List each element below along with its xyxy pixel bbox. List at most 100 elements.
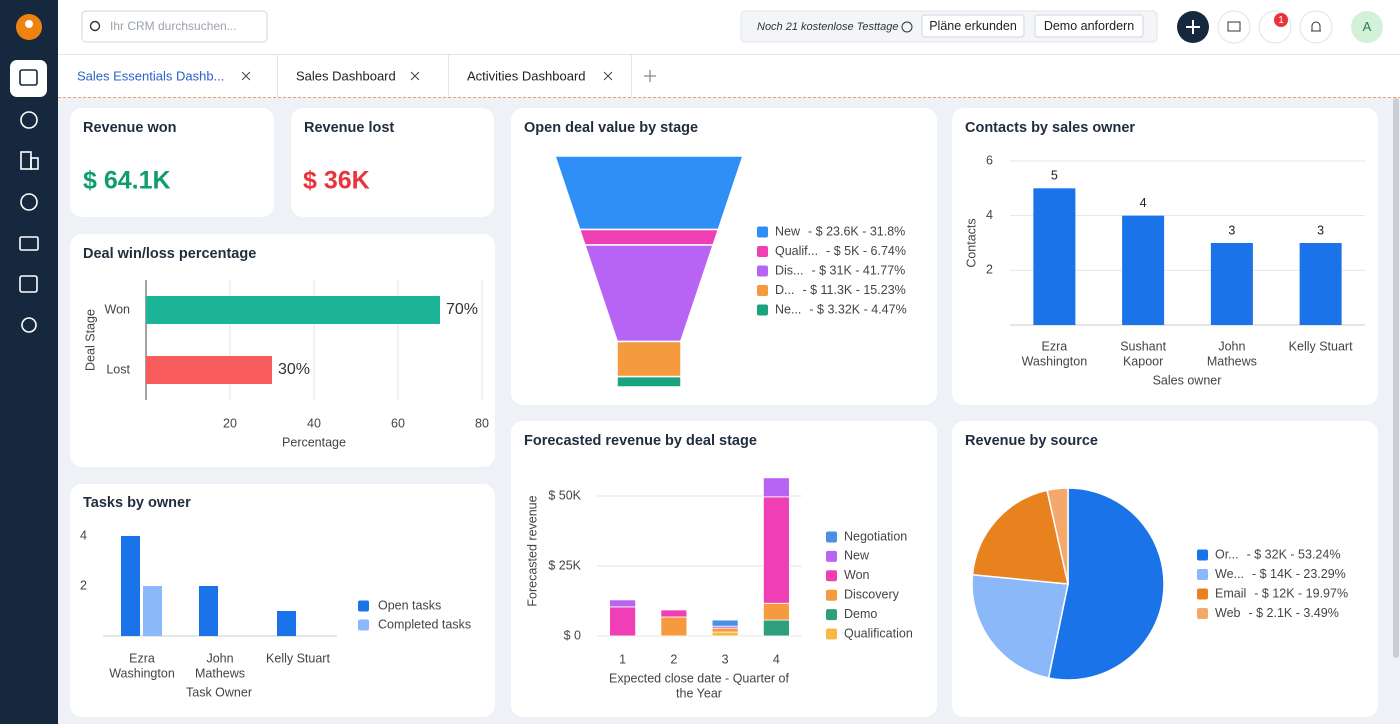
legend-value: - $ 32K - 53.24% <box>1247 547 1341 561</box>
bar-segment <box>609 599 637 608</box>
legend-label: Web <box>1215 606 1241 620</box>
icon-settings[interactable] <box>21 317 37 333</box>
legend-swatch <box>757 265 768 277</box>
data-label: 30% <box>278 361 310 378</box>
icon-dashboard <box>19 69 38 86</box>
legend-swatch <box>358 600 369 612</box>
x-tick-label: the Year <box>676 686 722 700</box>
trial-text: Noch 21 kostenlose Testtage <box>757 21 898 33</box>
tab-label[interactable]: Sales Dashboard <box>296 68 396 83</box>
tab-close[interactable] <box>410 71 420 81</box>
mail-icon <box>1227 21 1241 32</box>
funnel-segment <box>616 375 682 388</box>
pie-slice <box>971 489 1069 585</box>
legend-swatch <box>826 589 837 601</box>
legend-label: Qualif... <box>775 244 818 258</box>
y-axis-label: Forecasted revenue <box>525 495 539 606</box>
nav-dashboard-active[interactable] <box>10 60 47 97</box>
kpi-title: Revenue lost <box>304 120 394 136</box>
chart-title: Deal win/loss percentage <box>83 246 256 262</box>
x-tick-label: 1 <box>619 652 626 666</box>
x-tick-label: Washington <box>109 666 175 680</box>
legend-label: Demo <box>844 607 877 621</box>
search-box[interactable] <box>81 10 268 43</box>
sidebar <box>0 0 58 724</box>
demo-button[interactable] <box>1034 14 1144 38</box>
demo-button-label: Demo anfordern <box>1044 19 1134 33</box>
bar <box>1210 243 1253 325</box>
legend-swatch <box>1197 608 1208 619</box>
legend-swatch <box>826 531 837 543</box>
x-tick-label: 2 <box>670 652 677 666</box>
scrollbar[interactable] <box>1393 98 1399 658</box>
tab-close[interactable] <box>603 71 613 81</box>
legend-label: We... <box>1215 567 1244 581</box>
avatar[interactable] <box>1351 11 1383 43</box>
icon-mail[interactable] <box>19 236 39 251</box>
add-tab[interactable] <box>644 70 656 82</box>
x-tick-label: Expected close date - Quarter of <box>609 671 789 685</box>
card <box>291 108 494 217</box>
data-label: 5 <box>1051 169 1058 183</box>
tab-label[interactable]: Activities Dashboard <box>467 68 586 83</box>
icon-reports[interactable] <box>19 275 38 293</box>
y-tick-label: 2 <box>986 263 993 277</box>
x-tick-label: 4 <box>773 652 780 666</box>
legend-swatch <box>1197 549 1208 561</box>
pie-slice <box>1047 487 1165 681</box>
y-tick-label: 4 <box>80 528 87 542</box>
data-label: 4 <box>1140 196 1147 210</box>
y-axis-label: Contacts <box>964 218 978 267</box>
card <box>70 108 274 217</box>
x-tick-label: Ezra <box>129 651 155 665</box>
bell-button[interactable] <box>1299 10 1333 44</box>
legend-value: - $ 14K - 23.29% <box>1252 567 1346 581</box>
legend-swatch <box>1197 569 1208 580</box>
bar <box>277 611 296 636</box>
pie-slice <box>1046 487 1069 585</box>
legend-swatch <box>757 246 768 257</box>
legend-swatch <box>826 609 837 621</box>
x-tick-label: 60 <box>391 416 405 430</box>
y-axis-label: Deal Stage <box>83 309 97 371</box>
x-tick-label: 20 <box>223 416 237 430</box>
tab-close[interactable] <box>241 71 251 81</box>
bar-segment <box>660 616 688 637</box>
legend-label: Open tasks <box>378 598 441 612</box>
legend-value: - $ 2.1K - 3.49% <box>1248 606 1338 620</box>
funnel-segment <box>616 340 682 378</box>
bar <box>146 296 440 324</box>
legend-value: - $ 31K - 41.77% <box>811 263 905 277</box>
search-icon <box>89 20 101 32</box>
icon-deals[interactable] <box>20 193 38 211</box>
data-label: 70% <box>446 301 478 318</box>
legend-value: - $ 3.32K - 4.47% <box>809 302 906 316</box>
chart-title: Contacts by sales owner <box>965 120 1135 136</box>
legend-label: New <box>775 224 801 238</box>
mail-button[interactable] <box>1217 10 1251 44</box>
badge-count: 1 <box>1278 15 1284 26</box>
chart-title: Revenue by source <box>965 433 1098 449</box>
legend-swatch <box>757 226 768 238</box>
icon-contacts[interactable] <box>20 111 38 129</box>
y-tick-label: 2 <box>80 578 87 592</box>
y-tick-label: 4 <box>986 208 993 222</box>
x-tick-label: Mathews <box>195 666 245 680</box>
category-label: Lost <box>106 362 130 376</box>
card <box>952 108 1378 405</box>
x-tick-label: Mathews <box>1207 354 1257 368</box>
x-tick-label: 3 <box>722 652 729 666</box>
funnel-segment <box>553 155 745 231</box>
tab-label-active[interactable]: Sales Essentials Dashb... <box>77 68 224 83</box>
kpi-value: $ 36K <box>303 167 370 195</box>
bar-segment <box>609 606 637 637</box>
legend-swatch <box>826 550 837 562</box>
legend-label: D... <box>775 283 794 297</box>
plans-button[interactable] <box>921 14 1025 38</box>
legend-label: Or... <box>1215 547 1239 561</box>
x-tick-label: John <box>1218 339 1245 353</box>
card <box>70 484 495 717</box>
y-tick-label: $ 25K <box>548 558 581 572</box>
bar <box>146 356 272 384</box>
